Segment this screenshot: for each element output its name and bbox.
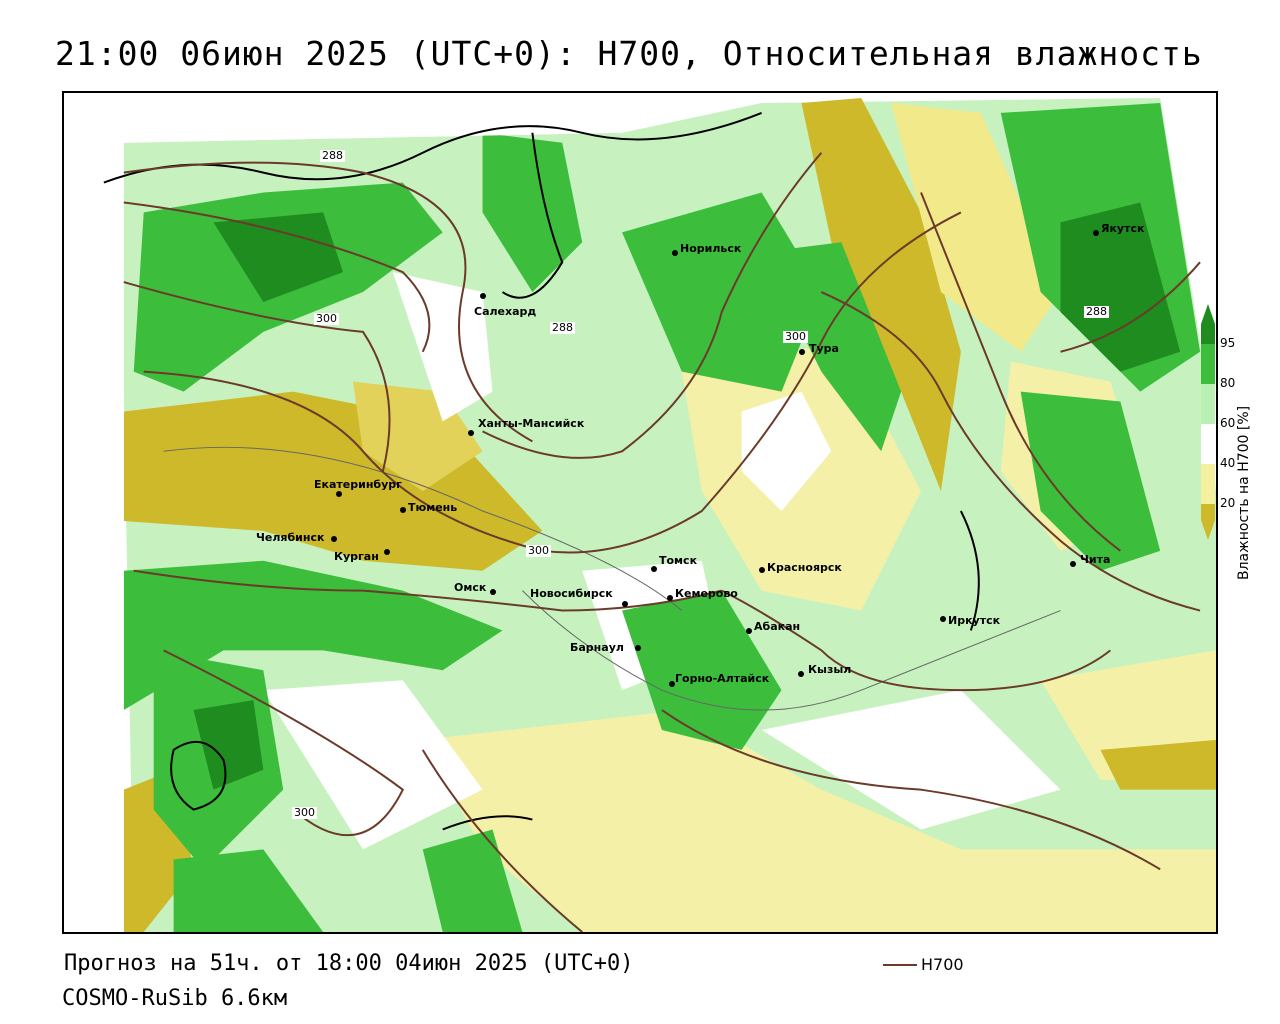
city-dot — [667, 595, 673, 601]
city-dot — [480, 293, 486, 299]
humidity-field — [64, 93, 1216, 932]
city-dot — [746, 628, 752, 634]
city-label: Екатеринбург — [314, 478, 402, 491]
city-dot — [798, 671, 804, 677]
city-dot — [635, 645, 641, 651]
contour-label: 300 — [526, 544, 551, 557]
city-label: Ханты-Мансийск — [478, 417, 585, 430]
city-label: Иркутск — [948, 614, 1001, 627]
city-dot — [759, 567, 765, 573]
city-dot — [1070, 561, 1076, 567]
city-label: Омск — [454, 581, 487, 594]
colorbar-tick: 20 — [1220, 496, 1236, 510]
city-label: Кызыл — [808, 663, 852, 676]
city-label: Салехард — [474, 305, 537, 318]
city-label: Кемерово — [675, 587, 738, 600]
contour-label: 300 — [783, 330, 808, 343]
city-label: Барнаул — [570, 641, 624, 654]
city-dot — [490, 589, 496, 595]
city-label: Тура — [809, 342, 839, 355]
contour-label: 288 — [320, 149, 345, 162]
contour-label: 288 — [550, 321, 575, 334]
city-label: Чита — [1080, 553, 1111, 566]
colorbar-tick: 40 — [1220, 456, 1236, 470]
contour-label: 300 — [292, 806, 317, 819]
city-dot — [940, 616, 946, 622]
city-dot — [622, 601, 628, 607]
city-dot — [384, 549, 390, 555]
city-dot — [331, 536, 337, 542]
forecast-info: Прогноз на 51ч. от 18:00 04июн 2025 (UTC… — [64, 951, 634, 976]
city-label: Новосибирск — [530, 587, 613, 600]
city-dot — [336, 491, 342, 497]
city-dot — [669, 681, 675, 687]
contour-label: 288 — [1084, 305, 1109, 318]
city-label: Красноярск — [767, 561, 842, 574]
city-label: Якутск — [1101, 222, 1145, 235]
colorbar-tick: 60 — [1220, 416, 1236, 430]
legend-label: H700 — [921, 955, 964, 974]
city-dot — [468, 430, 474, 436]
humidity-colorbar — [1201, 304, 1215, 540]
city-label: Абакан — [754, 620, 801, 633]
city-dot — [1093, 230, 1099, 236]
colorbar-tick: 95 — [1220, 336, 1236, 350]
colorbar-tick: 80 — [1220, 376, 1236, 390]
city-dot — [799, 349, 805, 355]
city-label: Горно-Алтайск — [675, 672, 770, 685]
city-label: Челябинск — [256, 531, 325, 544]
city-dot — [651, 566, 657, 572]
city-label: Тюмень — [408, 501, 458, 514]
contour-label: 300 — [314, 312, 339, 325]
model-name: COSMO-RuSib 6.6км — [62, 986, 288, 1011]
city-label: Норильск — [680, 242, 742, 255]
city-label: Курган — [334, 550, 379, 563]
city-dot — [672, 250, 678, 256]
legend-line-swatch — [883, 964, 917, 966]
map-title: 21:00 06июн 2025 (UTC+0): H700, Относите… — [55, 34, 1203, 73]
colorbar-title: Влажность на H700 [%] — [1236, 405, 1252, 580]
city-dot — [400, 507, 406, 513]
map-area: 288 300 288 300 288 300 300 Якутск Норил… — [62, 91, 1218, 934]
city-label: Томск — [659, 554, 698, 567]
